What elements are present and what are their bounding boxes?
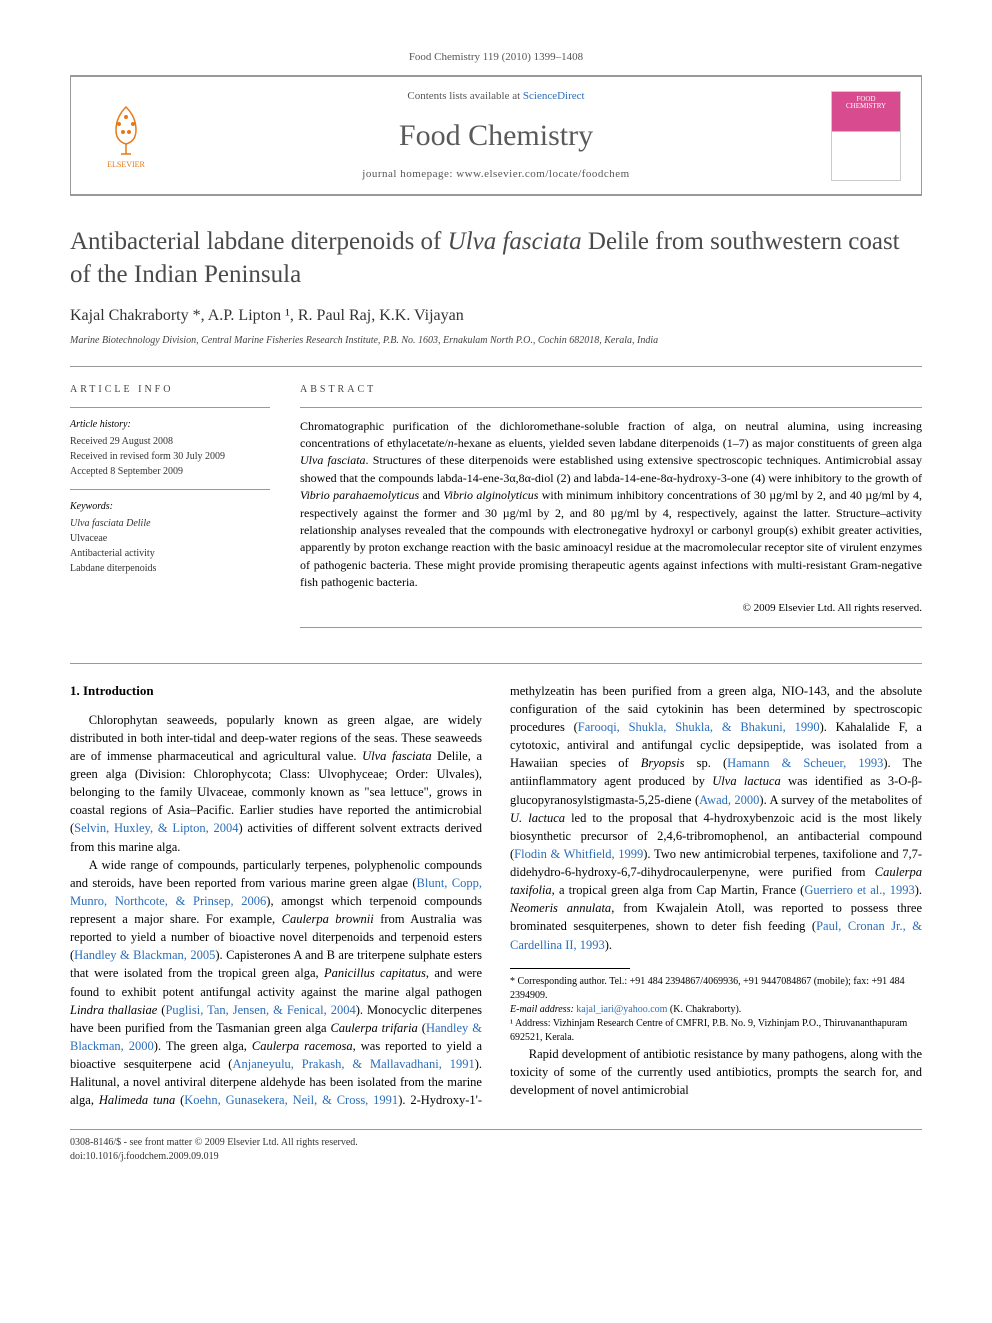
title-italic: Ulva fasciata: [448, 228, 582, 255]
p1i1: Ulva fasciata: [362, 749, 431, 763]
abs-t4i: Vibrio alginolyticus: [443, 488, 538, 502]
abstract-copyright: © 2009 Elsevier Ltd. All rights reserved…: [300, 601, 922, 616]
p3r: ).: [605, 938, 612, 952]
section-1-heading: 1. Introduction: [70, 682, 482, 701]
p3-cite7[interactable]: Awad, 2000: [699, 793, 759, 807]
abs-t2: -hexane as eluents, yielded seven labdan…: [454, 436, 922, 450]
cover-label-bottom: CHEMISTRY: [832, 103, 900, 111]
p2-cite2[interactable]: Handley & Blackman, 2005: [74, 948, 215, 962]
p3-cite1[interactable]: Tan, Jensen, & Fenical, 2004: [207, 1003, 356, 1017]
p2i1: Caulerpa brownii: [282, 912, 374, 926]
p2i3: Lindra thallasiae: [70, 1003, 157, 1017]
p2i2: Panicillus capitatus: [324, 966, 426, 980]
p3-cite8[interactable]: Flodin & Whitfield, 1999: [514, 847, 643, 861]
affiliation-line: Marine Biotechnology Division, Central M…: [70, 334, 922, 348]
title-part-1: Antibacterial labdane diterpenoids of: [70, 228, 448, 255]
keywords-label: Keywords:: [70, 500, 270, 514]
contents-available-line: Contents lists available at ScienceDirec…: [161, 89, 831, 104]
p3-cite4[interactable]: Koehn, Gunasekera, Neil, & Cross, 1991: [184, 1093, 398, 1107]
homepage-prefix: journal homepage:: [362, 168, 456, 180]
footer-front-matter: 0308-8146/$ - see front matter © 2009 El…: [70, 1136, 922, 1150]
body-two-column: 1. Introduction Chlorophytan seaweeds, p…: [70, 663, 922, 1110]
revised-date: Received in revised form 30 July 2009: [70, 449, 270, 464]
page-footer: 0308-8146/$ - see front matter © 2009 El…: [70, 1129, 922, 1164]
email-label: E-mail address:: [510, 1004, 576, 1015]
journal-cover-thumbnail: FOOD CHEMISTRY: [831, 91, 901, 181]
p3i: sp. (: [684, 756, 727, 770]
abs-t3: . Structures of these diterpenoids were …: [300, 453, 922, 484]
authors-line: Kajal Chakraborty *, A.P. Lipton ¹, R. P…: [70, 305, 922, 327]
history-label: Article history:: [70, 418, 270, 432]
page-header-citation: Food Chemistry 119 (2010) 1399–1408: [70, 50, 922, 65]
footnote-address: ¹ Address: Vizhinjam Research Centre of …: [510, 1017, 922, 1045]
keyword-2: Ulvaceae: [70, 531, 270, 546]
footnote-email: E-mail address: kajal_iari@yahoo.com (K.…: [510, 1003, 922, 1017]
p3i3: Halimeda tuna: [99, 1093, 175, 1107]
p3i8: Neomeris annulata: [510, 901, 611, 915]
footnote-separator: [510, 968, 630, 969]
journal-homepage-line: journal homepage: www.elsevier.com/locat…: [161, 167, 831, 182]
keyword-1: Ulva fasciata Delile: [70, 516, 270, 531]
p3c: ). The green alga,: [154, 1039, 252, 1053]
intro-para-4: Rapid development of antibiotic resistan…: [510, 1045, 922, 1099]
email-link[interactable]: kajal_iari@yahoo.com: [576, 1004, 667, 1015]
p3-cite9[interactable]: Guerriero et al., 1993: [804, 883, 914, 897]
journal-name: Food Chemistry: [161, 115, 831, 157]
p3p: ).: [915, 883, 922, 897]
sciencedirect-link[interactable]: ScienceDirect: [523, 90, 585, 102]
intro-para-1: Chlorophytan seaweeds, popularly known a…: [70, 711, 482, 856]
p3b: (: [418, 1021, 426, 1035]
homepage-url[interactable]: www.elsevier.com/locate/foodchem: [456, 168, 630, 180]
abs-t2i: Ulva fasciata: [300, 453, 366, 467]
p3o: , a tropical green alga from Cap Martin,…: [552, 883, 805, 897]
abstract-text: Chromatographic purification of the dich…: [300, 418, 922, 592]
accepted-date: Accepted 8 September 2009: [70, 464, 270, 479]
p3-cite6[interactable]: Hamann & Scheuer, 1993: [727, 756, 883, 770]
p1-cite1[interactable]: Selvin, Huxley, & Lipton, 2004: [74, 821, 238, 835]
p3i6: U. lactuca: [510, 811, 565, 825]
article-info-column: ARTICLE INFO Article history: Received 2…: [70, 383, 270, 638]
abstract-column: ABSTRACT Chromatographic purification of…: [300, 383, 922, 638]
p3i2: Caulerpa racemosa: [252, 1039, 353, 1053]
email-who: (K. Chakraborty).: [667, 1004, 741, 1015]
abs-t5: with minimum inhibitory concentrations o…: [300, 488, 922, 589]
p2-cite3[interactable]: Puglisi,: [165, 1003, 203, 1017]
p3-cite3[interactable]: Anjaneyulu, Prakash, & Mallavadhani, 199…: [232, 1057, 474, 1071]
p3f: (: [175, 1093, 184, 1107]
journal-header-box: ELSEVIER Contents lists available at Sci…: [70, 75, 922, 196]
p3l: ). A survey of the metabolites of: [759, 793, 922, 807]
elsevier-logo: ELSEVIER: [91, 96, 161, 176]
keyword-3: Antibacterial activity: [70, 546, 270, 561]
p3i4: Bryopsis: [641, 756, 685, 770]
footer-doi: doi:10.1016/j.foodchem.2009.09.019: [70, 1150, 922, 1164]
keyword-4: Labdane diterpenoids: [70, 561, 270, 576]
elsevier-label: ELSEVIER: [107, 159, 145, 170]
abstract-heading: ABSTRACT: [300, 383, 922, 397]
elsevier-tree-icon: [101, 102, 151, 157]
p3-cite5[interactable]: Farooqi, Shukla, Shukla, & Bhakuni, 1990: [578, 720, 820, 734]
article-title: Antibacterial labdane diterpenoids of Ul…: [70, 226, 922, 291]
article-info-heading: ARTICLE INFO: [70, 383, 270, 397]
p3i1: Caulerpa trifaria: [330, 1021, 417, 1035]
contents-prefix: Contents lists available at: [407, 90, 522, 102]
received-date: Received 29 August 2008: [70, 434, 270, 449]
footnote-corresponding: * Corresponding author. Tel.: +91 484 23…: [510, 975, 922, 1003]
abs-t4: and: [419, 488, 443, 502]
p3i5: Ulva lactuca: [712, 774, 780, 788]
abs-t3i: Vibrio parahaemolyticus: [300, 488, 419, 502]
